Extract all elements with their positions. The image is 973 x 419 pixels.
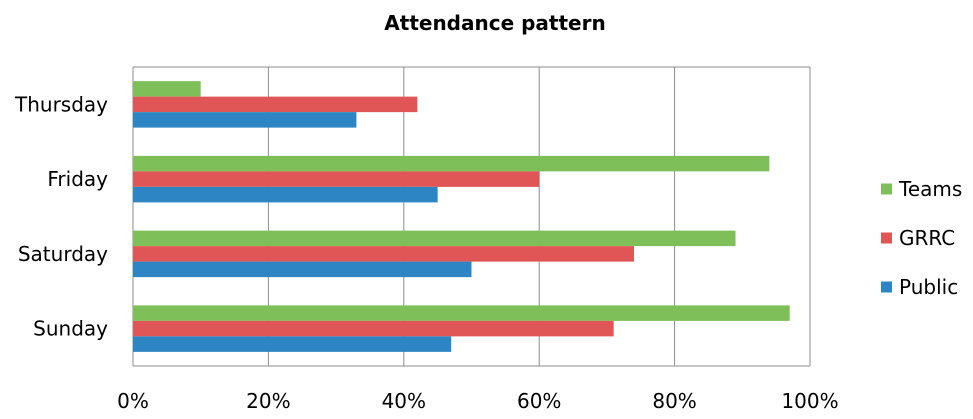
- bar-sunday-teams: [133, 305, 790, 321]
- bar-thursday-public: [133, 112, 357, 128]
- bar-thursday-grrc: [133, 96, 418, 113]
- legend: Teams GRRC Public: [881, 177, 962, 299]
- legend-swatch-teams: [881, 183, 892, 195]
- category-label-friday: Friday: [47, 167, 108, 191]
- legend-label-teams: Teams: [898, 177, 962, 201]
- bar-thursday-teams: [133, 81, 201, 97]
- x-tick-label-3: 60%: [517, 389, 561, 413]
- legend-label-grrc: GRRC: [899, 226, 955, 250]
- legend-label-public: Public: [899, 275, 958, 299]
- bar-friday-public: [133, 186, 438, 203]
- category-label-sunday: Sunday: [33, 317, 108, 341]
- x-tick-label-0: 0%: [117, 389, 149, 413]
- bar-sunday-public: [133, 336, 452, 352]
- bar-friday-grrc: [133, 171, 540, 187]
- legend-swatch-grrc: [881, 232, 892, 244]
- chart-title: Attendance pattern: [384, 11, 605, 35]
- bar-saturday-grrc: [133, 246, 634, 262]
- legend-swatch-public: [881, 281, 892, 293]
- bar-sunday-grrc: [133, 320, 614, 337]
- bar-friday-teams: [133, 155, 770, 172]
- y-axis-labels: Thursday Friday Saturday Sunday: [14, 92, 108, 340]
- bars: [133, 81, 790, 352]
- x-tick-label-2: 40%: [382, 389, 426, 413]
- x-tick-label-4: 80%: [652, 389, 696, 413]
- x-tick-label-1: 20%: [246, 389, 290, 413]
- x-axis-labels: 0% 20% 40% 60% 80% 100%: [117, 389, 838, 413]
- bar-saturday-public: [133, 261, 472, 278]
- category-label-thursday: Thursday: [14, 92, 108, 116]
- x-tick-label-5: 100%: [781, 389, 838, 413]
- category-label-saturday: Saturday: [18, 242, 108, 266]
- bar-saturday-teams: [133, 230, 736, 247]
